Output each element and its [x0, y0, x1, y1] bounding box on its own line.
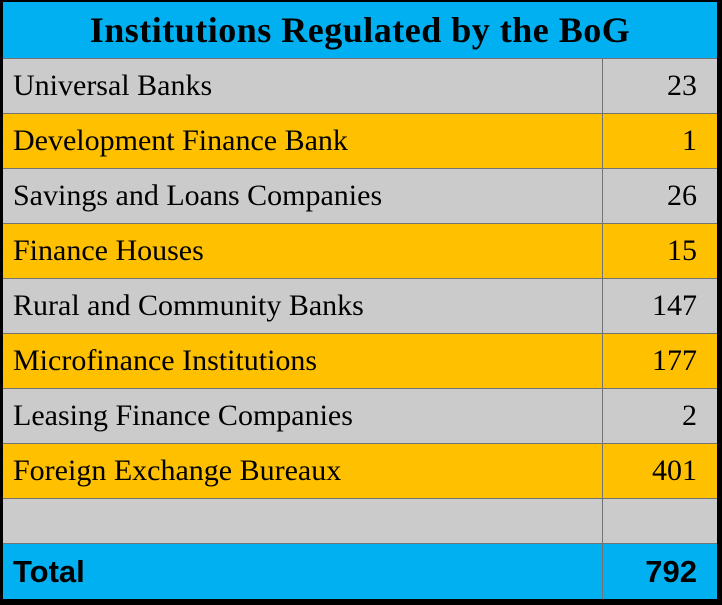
- total-value: 792: [602, 544, 717, 599]
- row-value: 147: [602, 279, 717, 333]
- table-row: Foreign Exchange Bureaux 401: [3, 444, 717, 499]
- row-value: 1: [602, 114, 717, 168]
- row-value: 26: [602, 169, 717, 223]
- row-value: [602, 499, 717, 543]
- row-label: Savings and Loans Companies: [13, 179, 383, 212]
- table-row: Rural and Community Banks 147: [3, 279, 717, 334]
- row-label: [3, 499, 602, 543]
- row-value: 401: [602, 444, 717, 498]
- row-label: Leasing Finance Companies: [13, 399, 353, 432]
- table-row: Microfinance Institutions 177: [3, 334, 717, 389]
- row-label: Development Finance Bank: [13, 124, 348, 157]
- table-title: Institutions Regulated by the BoG: [89, 10, 631, 50]
- row-label: Microfinance Institutions: [13, 344, 318, 377]
- table-row: Finance Houses 15: [3, 224, 717, 279]
- table-row: Development Finance Bank 1: [3, 114, 717, 169]
- total-label: Total: [13, 553, 85, 589]
- row-value: 2: [602, 389, 717, 443]
- table-row-empty: [3, 499, 717, 544]
- row-value: 23: [602, 59, 717, 113]
- table-title-row: Institutions Regulated by the BoG: [3, 2, 717, 59]
- row-label: Rural and Community Banks: [13, 289, 364, 322]
- table-row: Savings and Loans Companies 26: [3, 169, 717, 224]
- row-value: 15: [602, 224, 717, 278]
- table-row: Leasing Finance Companies 2: [3, 389, 717, 444]
- table-row: Universal Banks 23: [3, 59, 717, 114]
- row-label: Foreign Exchange Bureaux: [13, 454, 342, 487]
- total-row: Total 792: [3, 544, 717, 599]
- row-label: Finance Houses: [13, 234, 204, 267]
- row-label: Universal Banks: [13, 69, 213, 102]
- row-value: 177: [602, 334, 717, 388]
